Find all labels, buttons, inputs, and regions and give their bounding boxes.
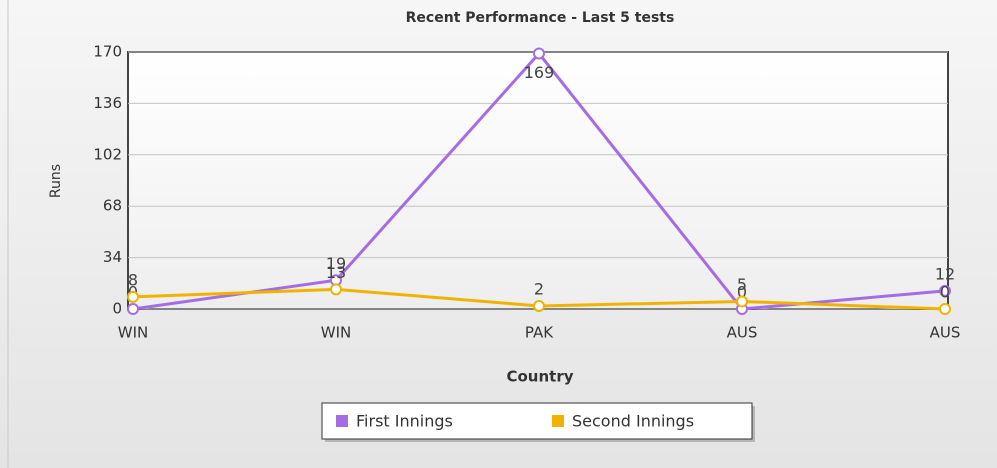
data-label: 8 — [128, 270, 138, 289]
legend-swatch — [552, 415, 564, 427]
data-label: 0 — [940, 283, 950, 302]
legend-swatch — [336, 415, 348, 427]
data-label: 169 — [524, 63, 555, 82]
legend-label: First Innings — [356, 412, 453, 431]
data-point — [127, 303, 139, 315]
data-point — [330, 283, 342, 296]
data-label: 5 — [737, 275, 747, 294]
y-tick-label: 68 — [103, 197, 122, 215]
data-point — [533, 47, 545, 60]
y-tick-label: 0 — [112, 300, 122, 318]
plot-area — [127, 51, 949, 310]
x-tick-label: PAK — [525, 324, 554, 342]
y-tick-label: 136 — [93, 94, 122, 112]
x-axis-label: Country — [506, 368, 573, 386]
chart-title: Recent Performance - Last 5 tests — [406, 10, 675, 26]
data-point — [939, 284, 951, 297]
y-tick-label: 102 — [93, 145, 122, 163]
x-tick-label: AUS — [930, 324, 961, 342]
x-tick-label: WIN — [118, 324, 148, 342]
x-tick-label: WIN — [321, 324, 351, 342]
data-label: 12 — [935, 264, 955, 283]
legend-label: Second Innings — [572, 412, 694, 431]
x-tick-label: AUS — [727, 324, 758, 342]
y-tick-label: 170 — [93, 43, 122, 61]
data-point — [127, 290, 139, 303]
data-label: 19 — [326, 254, 346, 273]
data-point — [533, 299, 545, 312]
data-label: 0 — [737, 283, 747, 302]
legend-box — [321, 402, 753, 440]
data-point — [736, 295, 748, 308]
y-axis-label: Runs — [48, 164, 64, 198]
data-label: 2 — [534, 279, 544, 298]
data-point — [939, 303, 951, 315]
legend: First Innings Second Innings — [321, 402, 755, 442]
data-label: 13 — [326, 263, 346, 282]
y-tick-label: 34 — [103, 248, 122, 266]
